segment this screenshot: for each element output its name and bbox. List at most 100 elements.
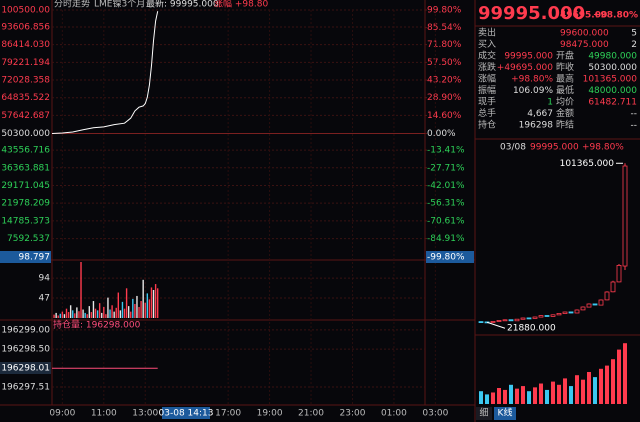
- volume-bar: [105, 314, 107, 318]
- quote-value: 49980.000: [588, 52, 637, 62]
- header-latest: 最新: 99995.000: [146, 0, 219, 10]
- candle-body: [592, 303, 598, 306]
- annotation: 21880.000: [507, 324, 556, 334]
- tab[interactable]: K线: [498, 407, 513, 419]
- cursor-percent: -99.80%: [427, 253, 465, 263]
- volume-bar: [74, 313, 76, 318]
- volume-bar: [138, 306, 140, 318]
- kline-change: +98.80%: [582, 143, 624, 153]
- y-tick-label: 47: [39, 294, 50, 304]
- volume-bar: [65, 308, 68, 318]
- candle-body: [586, 303, 592, 308]
- volume-bar: [98, 303, 101, 318]
- volume-bar: [94, 308, 97, 318]
- quote-value: --: [631, 121, 638, 131]
- quote-value: 99995.000: [504, 52, 553, 62]
- volume-bar: [132, 298, 134, 318]
- volume-bar: [72, 310, 74, 318]
- annotation-arrow: [486, 321, 506, 329]
- y-tick-label: 196299.00: [1, 325, 50, 335]
- volume-bar: [136, 295, 138, 318]
- kline-volume-bar: [569, 386, 573, 404]
- candle-body: [508, 319, 514, 322]
- volume-bar: [146, 293, 149, 318]
- y2-tick-label: 85.54%: [427, 23, 462, 33]
- quote-label: 成交: [478, 50, 496, 62]
- kline-volume-bar: [557, 384, 561, 404]
- y-tick-label: 7592.537: [7, 234, 50, 244]
- volume-bar: [86, 314, 88, 318]
- quote-label: 总手: [478, 107, 496, 119]
- candle-body: [562, 311, 568, 314]
- kline-volume-bar: [617, 349, 621, 404]
- y-tick-label: 196298.50: [1, 345, 50, 355]
- candle-body: [520, 317, 526, 320]
- y-tick-label: 79221.194: [1, 58, 50, 68]
- volume-bar: [152, 290, 155, 318]
- volume-bar: [115, 307, 117, 318]
- y2-tick-label: 99.80%: [427, 6, 462, 16]
- tab-bg-active[interactable]: [494, 407, 516, 420]
- quote-label: 均价: [556, 96, 574, 108]
- volume-bar: [127, 306, 130, 318]
- cursor-price: 98.797: [19, 253, 51, 263]
- volume-bar: [59, 313, 61, 318]
- quote-label: 涨跌: [478, 62, 496, 73]
- quote-value: 106.09%: [513, 86, 553, 96]
- cursor-box: [0, 251, 51, 263]
- volume-bar: [109, 309, 111, 318]
- y-tick-label: 21978.209: [1, 199, 50, 209]
- x-tick-label: 13:00: [132, 409, 158, 419]
- volume-bar: [78, 311, 80, 318]
- volume-bar: [101, 312, 103, 318]
- volume-bar: [61, 311, 64, 318]
- y2-tick-label: -13.41%: [427, 146, 465, 156]
- quote-value: 4,667: [527, 109, 553, 119]
- kline-date: 03/08: [500, 143, 526, 153]
- candle-body: [544, 315, 550, 317]
- x-tick-label: 17:00: [215, 409, 241, 419]
- y2-tick-label: -27.71%: [427, 163, 465, 173]
- volume-bar: [67, 312, 70, 318]
- volume-bar: [90, 312, 93, 318]
- candle-body: [574, 309, 580, 314]
- y-tick-label: 64835.522: [1, 93, 50, 103]
- candle-body: [616, 264, 622, 283]
- volume-bar: [88, 306, 90, 318]
- volume-bar: [125, 288, 128, 318]
- volume-bar: [63, 314, 66, 318]
- volume-bar: [121, 301, 124, 318]
- quote-label: 涨幅: [478, 73, 496, 85]
- kline-volume-bar: [581, 379, 585, 404]
- header-change: 涨幅 +98.80: [214, 0, 268, 10]
- volume-bar: [53, 314, 55, 318]
- kline-volume-bar: [479, 391, 483, 404]
- quote-label: 昨结: [556, 119, 574, 131]
- volume-bar: [111, 305, 113, 318]
- quote-label: 最高: [556, 73, 574, 85]
- quote-change: 49695.00: [560, 11, 607, 21]
- kline-volume-bar: [485, 394, 489, 404]
- quote-value: 99600.000: [560, 29, 609, 39]
- quote-label: 卖出: [478, 27, 496, 39]
- candle-body: [568, 311, 574, 314]
- kline-volume-bar: [605, 365, 609, 404]
- x-tick-label: 03:00: [422, 409, 448, 419]
- tab-bg[interactable]: [476, 407, 492, 420]
- kline-volume-bar: [599, 368, 603, 404]
- volume-bar: [144, 302, 146, 318]
- volume-bar: [150, 287, 153, 318]
- quote-value: 48000.000: [588, 86, 637, 96]
- kline-volume-bar: [575, 375, 579, 404]
- y-tick-label: 57642.687: [1, 111, 50, 121]
- y-tick-label: 196297.51: [1, 382, 50, 392]
- quote-value: 101365.000: [583, 75, 638, 85]
- kline-volume-bar: [491, 392, 495, 404]
- quote-label: 振幅: [478, 84, 496, 96]
- volume-bar: [156, 288, 159, 318]
- candle-body: [538, 315, 544, 318]
- candle-body: [496, 319, 502, 322]
- tab[interactable]: 细: [479, 407, 488, 419]
- y-tick-label: 86414.030: [1, 40, 50, 50]
